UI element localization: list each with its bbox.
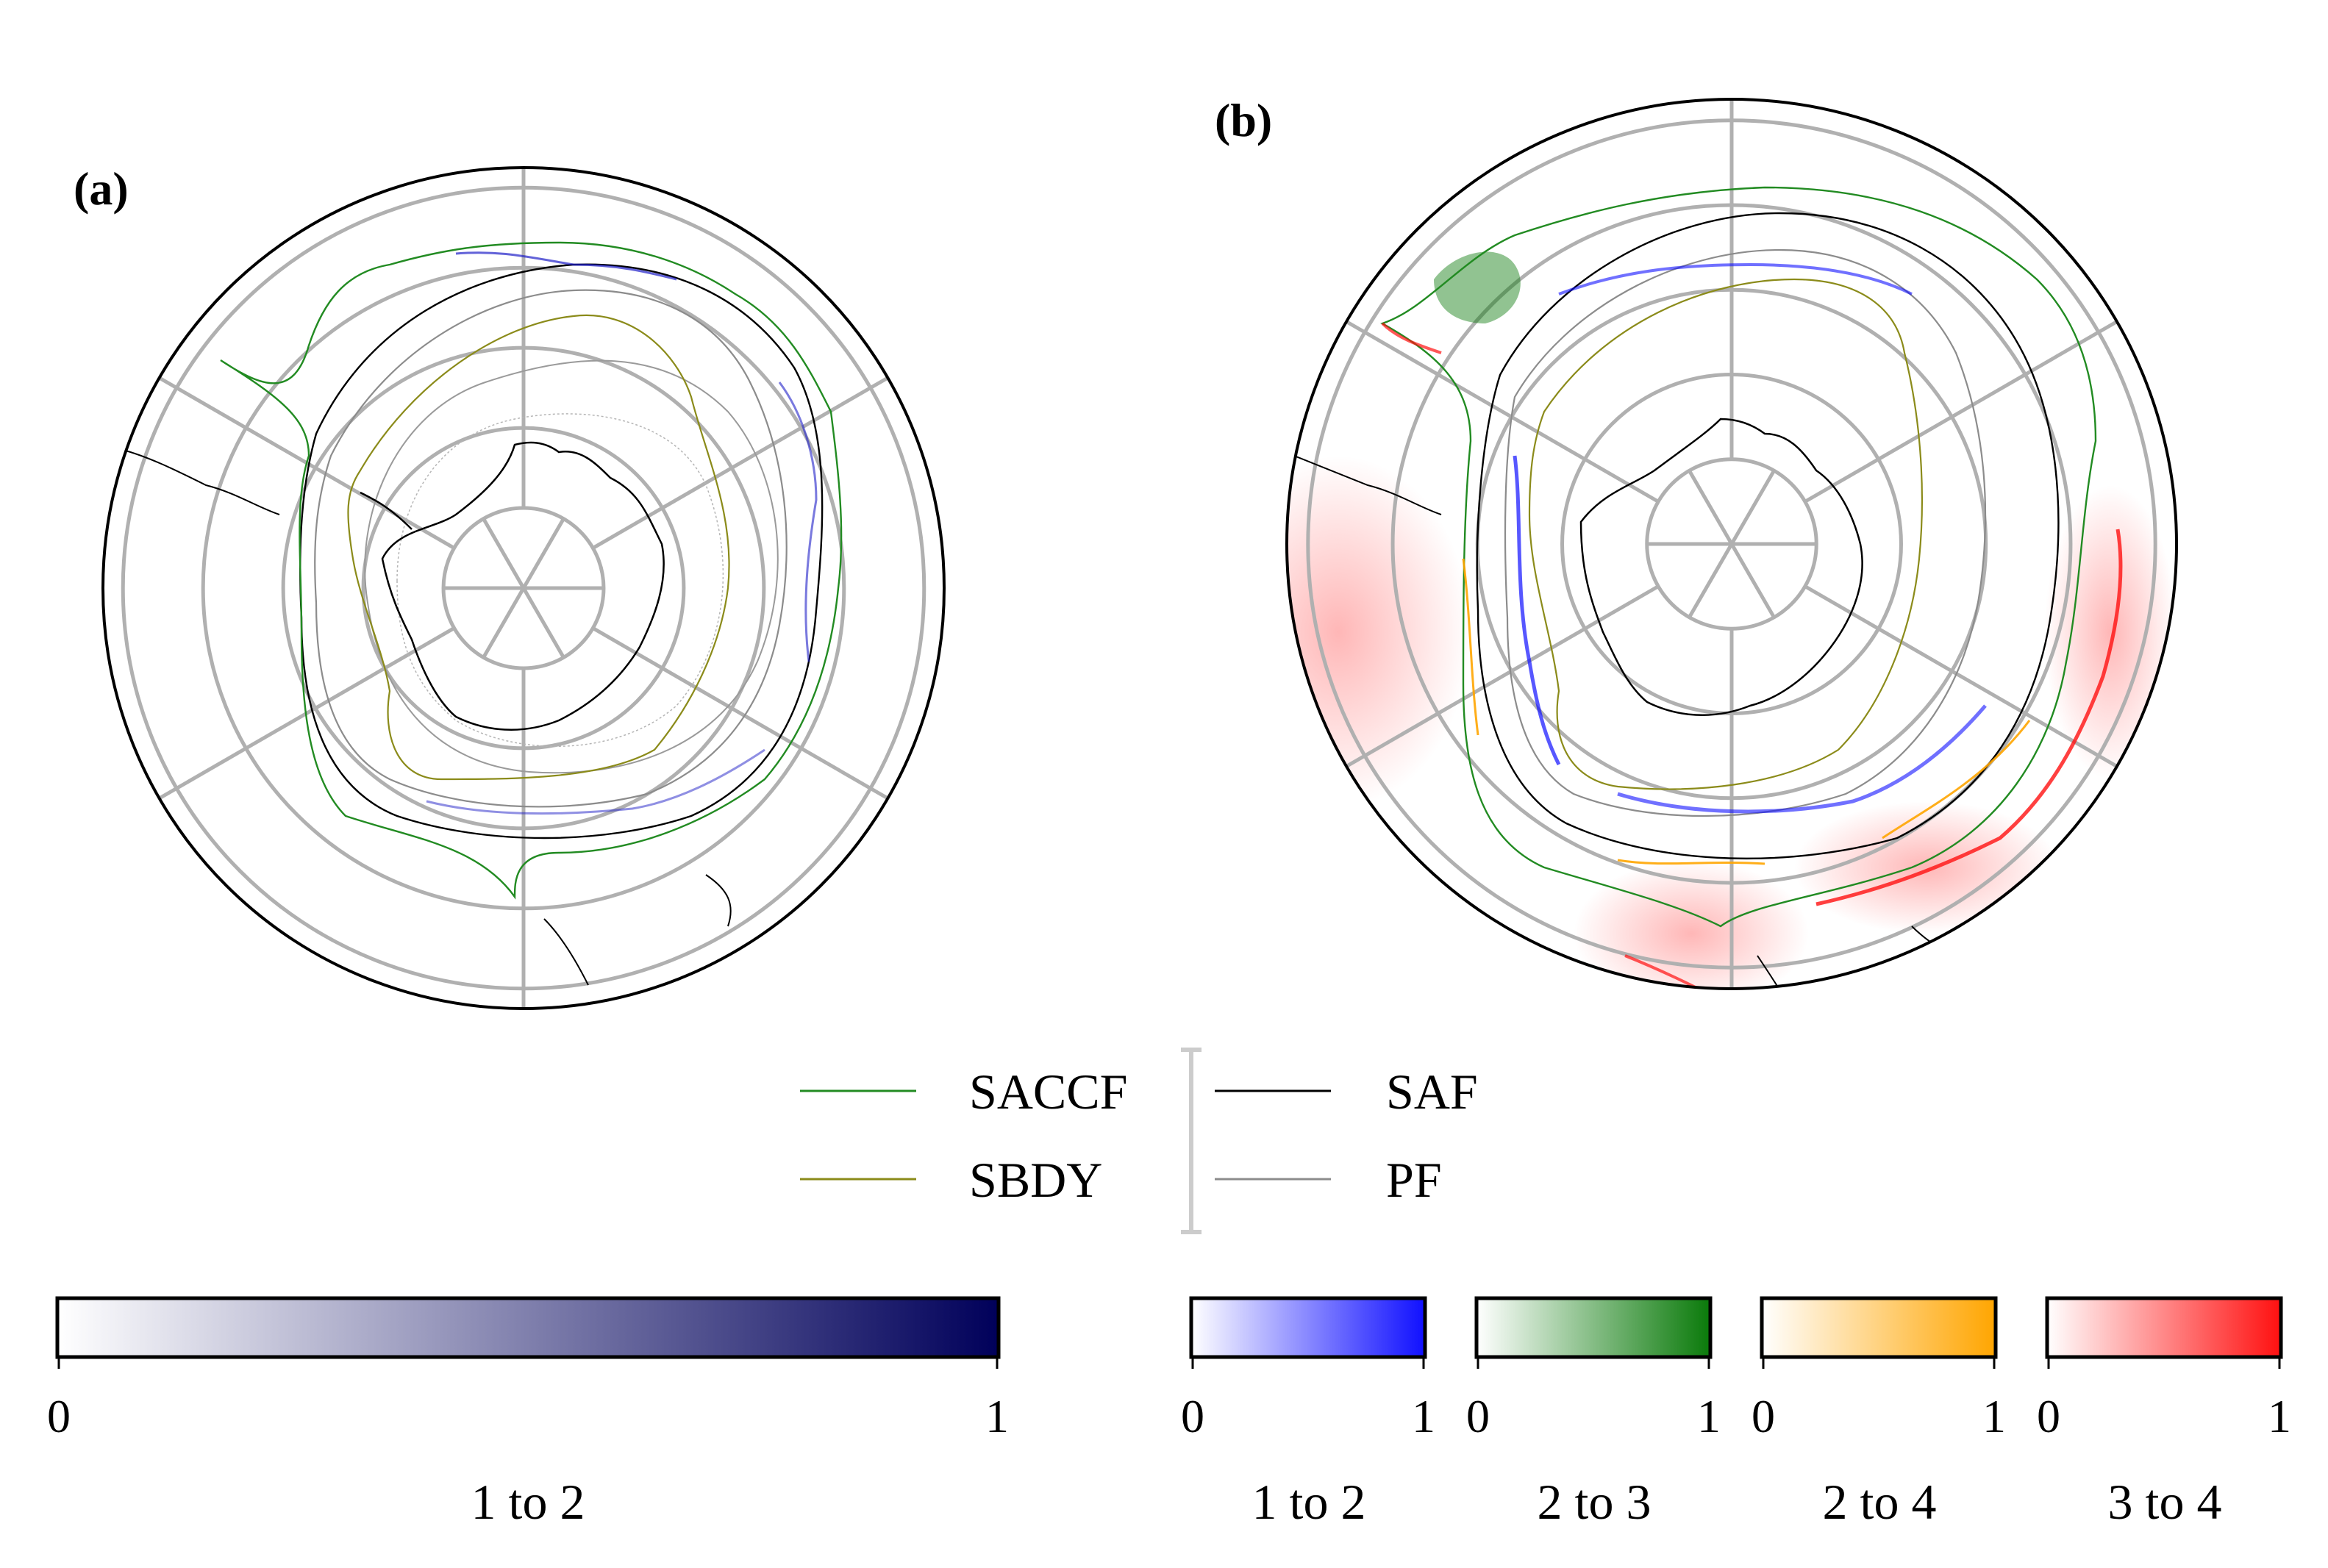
blue-region-b [1558, 262, 1913, 296]
colorbar-gradient [1474, 1296, 1713, 1359]
graticule-a [121, 168, 926, 1009]
colorbar-min-label: 0 [47, 1390, 71, 1442]
antarctica-coastline [1579, 418, 1863, 716]
red-region-b [1574, 860, 1809, 989]
colorbar-title: 2 to 4 [1823, 1474, 1937, 1530]
meridian-line [1729, 469, 1776, 545]
blue-region-b [1617, 704, 1987, 814]
orange-region-b [1462, 558, 2031, 865]
front-sbdy-a [347, 314, 730, 781]
bathymetry-contour [396, 413, 724, 748]
meridian-line [1345, 584, 1660, 768]
meridian-line [158, 626, 455, 801]
red-region-b [2044, 485, 2177, 779]
colorbar-gradient [55, 1296, 1001, 1359]
green-region-b [1434, 251, 1521, 323]
colorbar-gradient [1760, 1296, 1998, 1359]
front-saccf-b [1380, 186, 2097, 928]
australia-coast [543, 874, 732, 986]
colorbar-title: 2 to 3 [1538, 1474, 1652, 1530]
legend-label-saccf: SACCF [969, 1064, 1127, 1120]
legend-label-pf: PF [1386, 1152, 1442, 1208]
colorbar-b-2: 0 1 2 to 3 [1466, 1296, 1721, 1530]
antarctica-coastline [381, 441, 665, 731]
meridian-line [521, 587, 565, 659]
front-saf-b [1476, 212, 2060, 860]
legend-label-sbdy: SBDY [969, 1152, 1102, 1208]
blue-region-a [426, 748, 765, 815]
colorbar-title: 1 to 2 [471, 1474, 585, 1530]
panel-b-label: (b) [1215, 94, 1272, 146]
colorbar-b-4: 0 1 3 to 4 [2037, 1296, 2291, 1530]
meridian-line [1345, 320, 1660, 504]
colorbar-title: 1 to 2 [1252, 1474, 1366, 1530]
meridian-line [1688, 543, 1734, 619]
panel-a-label: (a) [74, 162, 129, 215]
colorbar-b-1: 0 1 1 to 2 [1181, 1296, 1435, 1530]
colorbar-min-label: 0 [1466, 1390, 1490, 1442]
colorbar-title: 3 to 4 [2108, 1474, 2222, 1530]
meridian-line [482, 518, 526, 590]
south-america-coast [117, 448, 280, 515]
bathymetry-contour [364, 359, 779, 774]
red-region-b [1287, 456, 1471, 809]
colorbar-max-label: 1 [2268, 1390, 2291, 1442]
front-legend: SACCF SBDY SAF PF [800, 1048, 1478, 1234]
meridian-line [1804, 584, 2118, 768]
blue-region-b [1513, 455, 1561, 766]
colorbar-max-label: 1 [1412, 1390, 1435, 1442]
colorbar-a: 0 1 1 to 2 [47, 1296, 1009, 1530]
colorbar-min-label: 0 [2037, 1390, 2060, 1442]
meridian-line [1688, 469, 1734, 545]
meridian-line [1729, 543, 1776, 619]
legend-label-saf: SAF [1386, 1064, 1478, 1120]
colorbar-max-label: 1 [1697, 1390, 1721, 1442]
map-frame-a [101, 166, 946, 1010]
colorbar-min-label: 0 [1752, 1390, 1775, 1442]
red-region-b [1381, 322, 1721, 989]
colorbar-max-label: 1 [1982, 1390, 2006, 1442]
front-pf-b [1504, 248, 1987, 817]
meridian-line [592, 626, 889, 801]
colorbar-min-label: 0 [1181, 1390, 1204, 1442]
front-saccf-a [220, 241, 843, 900]
map-frame-b [1285, 98, 2178, 990]
front-sbdy-b [1528, 278, 1923, 790]
red-region-b [1815, 529, 2123, 906]
colorbar-gradient [2045, 1296, 2283, 1359]
map-panel-a: (a) [74, 162, 946, 1010]
blue-region-a [455, 251, 677, 281]
red-region-b [1794, 801, 2059, 934]
colorbar-b-3: 0 1 2 to 4 [1752, 1296, 2006, 1530]
colorbar-max-label: 1 [985, 1390, 1009, 1442]
meridian-line [521, 518, 565, 590]
graticule-b [1306, 99, 2157, 989]
map-panel-b: (b) [1215, 94, 2178, 990]
blue-region-a [778, 382, 818, 662]
meridian-line [592, 376, 889, 550]
front-pf-a [314, 289, 788, 808]
antarctic-peninsula [360, 491, 413, 530]
colorbar-gradient [1189, 1296, 1427, 1359]
meridian-line [1804, 320, 2118, 504]
meridian-line [482, 587, 526, 659]
